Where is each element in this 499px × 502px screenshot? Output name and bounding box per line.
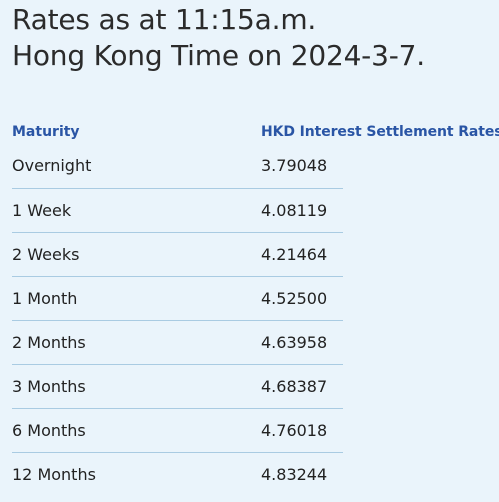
- column-header-maturity: Maturity: [12, 124, 80, 140]
- page-title-line-2: Hong Kong Time on 2024-3-7.: [12, 39, 425, 72]
- page-title-line-1: Rates as at 11:15a.m.: [12, 3, 317, 36]
- rate-cell: 4.52500: [261, 289, 328, 308]
- column-header-rate: HKD Interest Settlement Rates: [261, 124, 499, 140]
- table-row: Overnight 3.79048: [12, 146, 343, 189]
- maturity-cell: 2 Weeks: [12, 245, 80, 264]
- maturity-cell: 3 Months: [12, 377, 86, 396]
- rate-cell: 4.68387: [261, 377, 328, 396]
- rate-cell: 4.76018: [261, 421, 328, 440]
- rate-cell: 4.63958: [261, 333, 328, 352]
- table-row: 2 Weeks 4.21464: [12, 233, 343, 277]
- table-row: 6 Months 4.76018: [12, 409, 343, 453]
- rate-cell: 4.08119: [261, 201, 328, 220]
- rate-cell: 3.79048: [261, 156, 328, 175]
- page-title: Rates as at 11:15a.m. Hong Kong Time on …: [12, 2, 425, 74]
- table-row: 1 Month 4.52500: [12, 277, 343, 321]
- maturity-cell: 1 Month: [12, 289, 78, 308]
- table-row: 12 Months 4.83244: [12, 453, 343, 497]
- maturity-cell: 2 Months: [12, 333, 86, 352]
- maturity-cell: Overnight: [12, 156, 92, 175]
- table-row: 1 Week 4.08119: [12, 189, 343, 233]
- maturity-cell: 1 Week: [12, 201, 72, 220]
- maturity-cell: 6 Months: [12, 421, 86, 440]
- maturity-cell: 12 Months: [12, 465, 96, 484]
- table-header-row: Maturity HKD Interest Settlement Rates: [12, 120, 499, 146]
- table-row: 3 Months 4.68387: [12, 365, 343, 409]
- rates-table: Maturity HKD Interest Settlement Rates O…: [12, 120, 499, 497]
- rate-cell: 4.21464: [261, 245, 328, 264]
- rate-cell: 4.83244: [261, 465, 328, 484]
- table-row: 2 Months 4.63958: [12, 321, 343, 365]
